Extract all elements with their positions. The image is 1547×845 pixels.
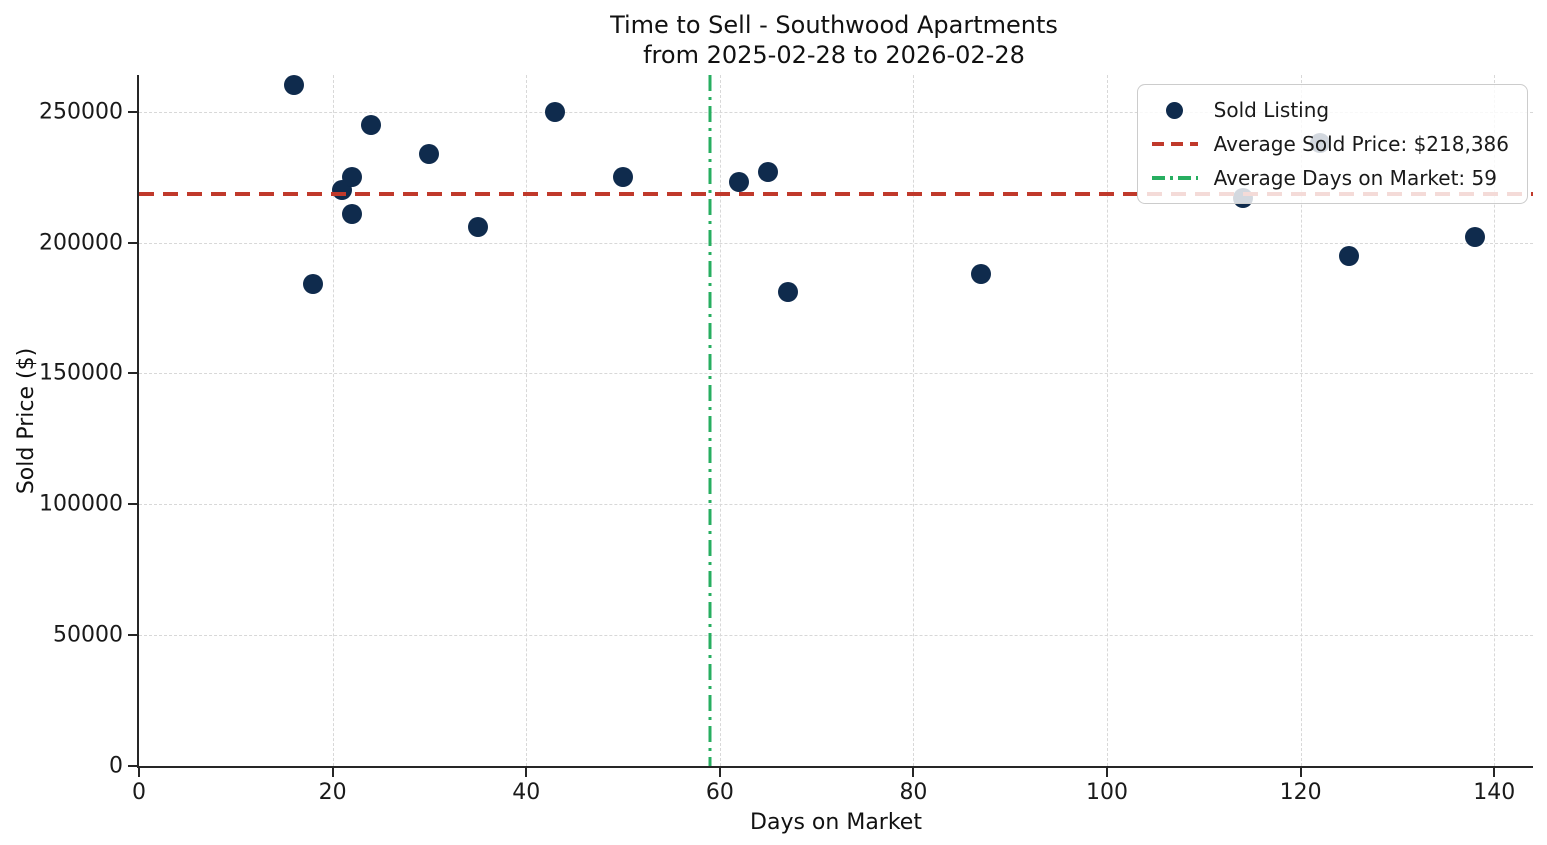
data-point — [341, 167, 362, 188]
average-days-on-market-line — [708, 75, 712, 766]
y-tick-label: 50000 — [53, 622, 123, 648]
y-tick-label: 200000 — [39, 230, 123, 255]
data-point — [303, 274, 324, 295]
y-tick-mark — [128, 372, 137, 375]
data-point — [777, 282, 798, 303]
x-tick-mark — [912, 768, 915, 777]
legend-label: Average Days on Market: 59 — [1213, 166, 1497, 190]
x-tick-mark — [1299, 768, 1302, 777]
y-tick-label: 0 — [109, 753, 123, 779]
x-tick-mark — [1493, 768, 1496, 777]
dashdot-line-icon — [1151, 176, 1198, 180]
grid-line-vertical — [1107, 75, 1109, 766]
y-tick-label: 100000 — [39, 491, 123, 517]
grid-line-horizontal — [139, 242, 1533, 244]
x-tick-mark — [718, 768, 721, 777]
legend-item-sold-listing: Sold Listing — [1152, 95, 1509, 125]
data-point — [361, 114, 382, 135]
y-tick-mark — [128, 241, 137, 244]
legend-label: Sold Listing — [1213, 98, 1330, 122]
y-tick-mark — [128, 634, 137, 637]
legend-item-average-days-on-market: Average Days on Market: 59 — [1151, 163, 1509, 193]
plot-area: Days on Market Sold Price ($) 0 20 40 60 80 1… — [14, 75, 1533, 835]
legend: Sold Listing Average Sold Price: $218,38… — [1136, 84, 1528, 204]
grid-line-horizontal — [139, 373, 1533, 375]
x-tick-mark — [525, 768, 528, 777]
data-point — [613, 167, 634, 188]
data-point — [1464, 227, 1485, 248]
data-point — [283, 75, 304, 96]
grid-line-vertical — [1300, 75, 1302, 766]
data-point — [467, 216, 488, 237]
grid-line-vertical — [1494, 75, 1496, 766]
x-tick-label: 40 — [512, 780, 541, 805]
x-tick-label: 60 — [705, 780, 734, 805]
chart-title: Time to Sell - Southwood Apartments from… — [137, 10, 1531, 70]
x-tick-label: 100 — [1086, 780, 1129, 805]
y-tick-label: 250000 — [39, 99, 123, 125]
x-tick-label: 20 — [318, 780, 347, 805]
average-sold-price-line — [139, 192, 1533, 197]
x-tick-mark — [138, 768, 140, 777]
y-tick-label: 150000 — [39, 360, 123, 386]
y-tick-mark — [128, 110, 137, 113]
x-tick-mark — [331, 768, 334, 777]
data-point — [341, 203, 362, 224]
data-point — [758, 161, 779, 182]
grid-line-vertical — [526, 75, 528, 766]
y-tick-mark — [128, 503, 137, 506]
grid-line-horizontal — [139, 504, 1533, 506]
data-point — [971, 263, 992, 284]
legend-item-average-sold-price: Average Sold Price: $218,386 — [1151, 129, 1509, 159]
x-axis-label: Days on Market — [750, 810, 922, 835]
y-tick-mark — [128, 765, 137, 767]
grid-line-horizontal — [139, 111, 1533, 113]
dashed-line-icon — [1151, 142, 1198, 146]
x-tick-label: 0 — [132, 780, 146, 805]
legend-label: Average Sold Price: $218,386 — [1213, 132, 1509, 156]
y-axis-label: Sold Price ($) — [14, 347, 39, 494]
data-point — [545, 101, 566, 122]
data-point — [729, 172, 750, 193]
x-tick-label: 80 — [899, 780, 928, 805]
chart-title-line2: from 2025-02-28 to 2026-02-28 — [643, 41, 1025, 69]
chart-title-line1: Time to Sell - Southwood Apartments — [610, 11, 1058, 39]
grid-line-vertical — [332, 75, 334, 766]
scatter-marker-icon — [1152, 101, 1198, 119]
grid-line-horizontal — [139, 635, 1533, 637]
grid-line-vertical — [913, 75, 915, 766]
x-tick-label: 120 — [1279, 780, 1322, 805]
x-tick-mark — [1106, 768, 1109, 777]
data-point — [419, 143, 440, 164]
data-point — [1339, 245, 1360, 266]
grid-line-vertical — [719, 75, 721, 766]
x-tick-label: 140 — [1473, 780, 1516, 805]
